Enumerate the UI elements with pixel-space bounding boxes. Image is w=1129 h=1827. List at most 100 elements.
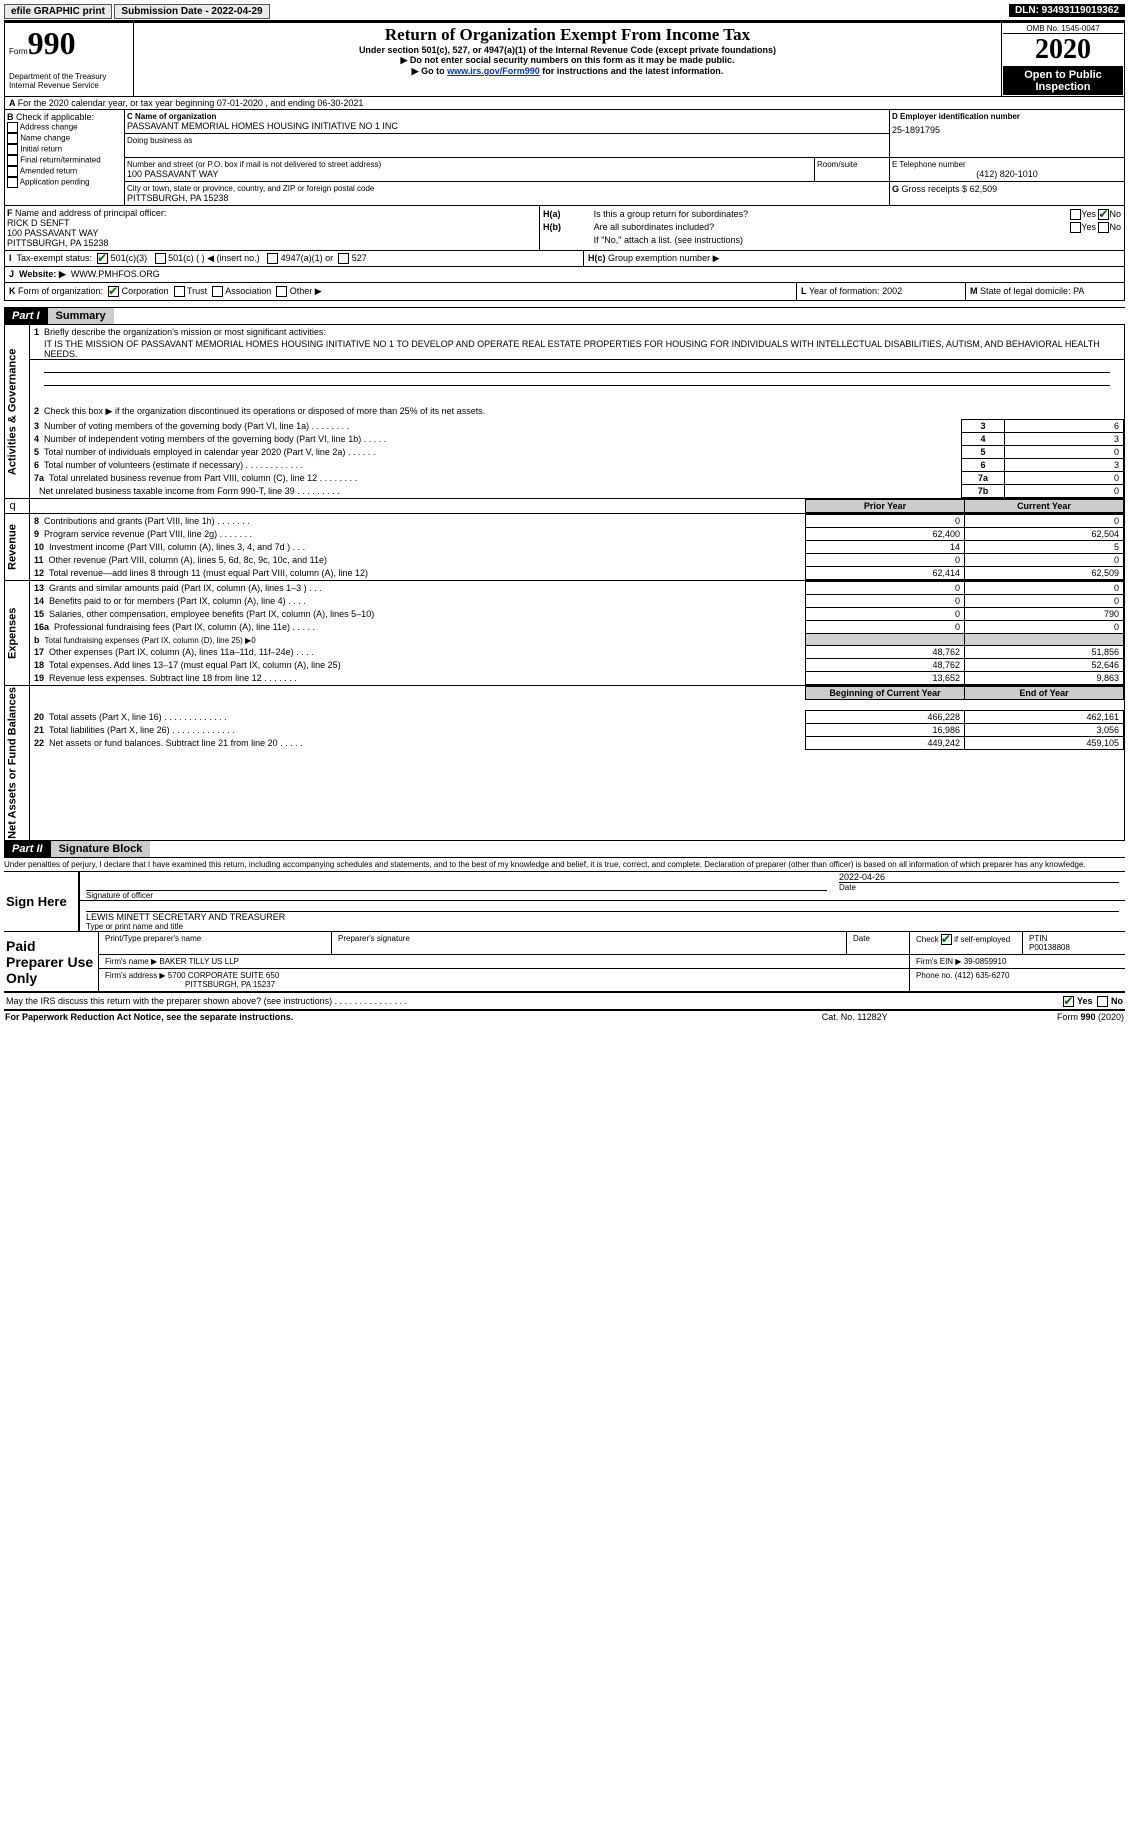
open-public: Open to Public — [1003, 69, 1123, 81]
val-7b: 0 — [1005, 485, 1124, 498]
paid-preparer-block: Paid Preparer Use Only Print/Type prepar… — [4, 932, 1125, 993]
curr-22: 459,105 — [965, 737, 1124, 750]
curr-b — [965, 634, 1124, 646]
prior-12: 62,414 — [806, 567, 965, 580]
curr-10: 5 — [965, 541, 1124, 554]
curr-13: 0 — [965, 582, 1124, 595]
side-expenses: Expenses — [5, 581, 30, 686]
501c-checkbox[interactable] — [155, 253, 166, 264]
form-word: Form — [9, 47, 28, 56]
prior-18: 48,762 — [806, 659, 965, 672]
firm-name: BAKER TILLY US LLP — [159, 957, 239, 966]
527-checkbox[interactable] — [338, 253, 349, 264]
curr-9: 62,504 — [965, 528, 1124, 541]
501c3-checkbox[interactable] — [97, 253, 108, 264]
other-checkbox[interactable] — [276, 286, 287, 297]
4947-checkbox[interactable] — [267, 253, 278, 264]
cat-no: Cat. No. 11282Y — [766, 1011, 944, 1023]
info-block: B Check if applicable: Address change Na… — [4, 110, 1125, 206]
ij-block: I Tax-exempt status: 501(c)(3) 501(c) ( … — [4, 251, 1125, 283]
side-governance: Activities & Governance — [5, 325, 30, 499]
b-checkbox-2[interactable] — [7, 144, 18, 155]
efile-print-button[interactable]: efile GRAPHIC print — [4, 4, 112, 19]
gross-receipts: 62,509 — [970, 184, 998, 194]
hb-no-checkbox[interactable] — [1098, 222, 1109, 233]
firm-phone: (412) 635-6270 — [955, 971, 1010, 980]
end-year-header: End of Year — [965, 687, 1124, 700]
firm-addr1: 5700 CORPORATE SUITE 650 — [168, 971, 279, 980]
curr-20: 462,161 — [965, 711, 1124, 724]
part2-title: Signature Block — [51, 841, 151, 857]
footer: For Paperwork Reduction Act Notice, see … — [4, 1011, 1125, 1023]
firm-ein: 39-0859910 — [964, 957, 1007, 966]
curr-18: 52,646 — [965, 659, 1124, 672]
prior-15: 0 — [806, 608, 965, 621]
city-state-zip: PITTSBURGH, PA 15238 — [127, 193, 887, 203]
fh-block: F Name and address of principal officer:… — [4, 206, 1125, 251]
form-title: Return of Organization Exempt From Incom… — [136, 25, 999, 45]
inspection: Inspection — [1003, 81, 1123, 93]
curr-21: 3,056 — [965, 724, 1124, 737]
ptin: P00138808 — [1029, 943, 1070, 952]
ha-yes-checkbox[interactable] — [1070, 209, 1081, 220]
top-bar: efile GRAPHIC print Submission Date - 20… — [4, 4, 1125, 22]
prior-10: 14 — [806, 541, 965, 554]
side-net-assets: Net Assets or Fund Balances — [5, 686, 30, 841]
begin-year-header: Beginning of Current Year — [806, 687, 965, 700]
discuss-no-checkbox[interactable] — [1097, 996, 1108, 1007]
box-4: 4 — [962, 433, 1005, 446]
curr-8: 0 — [965, 515, 1124, 528]
officer-printed-name: LEWIS MINETT SECRETARY AND TREASURER — [86, 912, 285, 922]
side-b-spacer: b — [5, 499, 30, 514]
org-name: PASSAVANT MEMORIAL HOMES HOUSING INITIAT… — [127, 121, 887, 131]
prior-8: 0 — [806, 515, 965, 528]
val-7a: 0 — [1005, 472, 1124, 485]
period-line: A For the 2020 calendar year, or tax yea… — [4, 97, 1125, 110]
b-checkbox-3[interactable] — [7, 155, 18, 166]
form-subtitle: Under section 501(c), 527, or 4947(a)(1)… — [136, 45, 999, 55]
trust-checkbox[interactable] — [174, 286, 185, 297]
box-7b: 7b — [962, 485, 1005, 498]
website: WWW.PMHFOS.ORG — [71, 269, 160, 279]
box-3: 3 — [962, 420, 1005, 433]
b-checkbox-1[interactable] — [7, 133, 18, 144]
form-number: 990 — [28, 25, 76, 61]
hb-yes-checkbox[interactable] — [1070, 222, 1081, 233]
part1-header-row: Part ISummary — [4, 307, 1125, 324]
ha-no-checkbox[interactable] — [1098, 209, 1109, 220]
prior-22: 449,242 — [806, 737, 965, 750]
curr-16a: 0 — [965, 621, 1124, 634]
prior-b — [806, 634, 965, 646]
dln: DLN: 93493119019362 — [1009, 4, 1125, 17]
officer-addr2: PITTSBURGH, PA 15238 — [7, 238, 108, 248]
b-checkbox-0[interactable] — [7, 122, 18, 133]
current-year-header: Current Year — [965, 500, 1124, 513]
discuss-yes-checkbox[interactable] — [1063, 996, 1074, 1007]
department: Department of the Treasury — [9, 72, 129, 81]
discuss-line: May the IRS discuss this return with the… — [4, 993, 1125, 1011]
b-checkbox-4[interactable] — [7, 166, 18, 177]
val-4: 3 — [1005, 433, 1124, 446]
part1-title: Summary — [48, 308, 114, 324]
val-6: 3 — [1005, 459, 1124, 472]
prior-13: 0 — [806, 582, 965, 595]
side-revenue: Revenue — [5, 514, 30, 581]
year-formed: 2002 — [882, 286, 902, 296]
curr-11: 0 — [965, 554, 1124, 567]
sign-date: 2022-04-26 — [839, 872, 1119, 882]
assoc-checkbox[interactable] — [212, 286, 223, 297]
paid-preparer-label: Paid Preparer Use Only — [4, 932, 99, 992]
telephone: (412) 820-1010 — [892, 169, 1122, 179]
prior-year-header: Prior Year — [806, 500, 965, 513]
b-checkbox-5[interactable] — [7, 177, 18, 188]
sign-here-label: Sign Here — [4, 872, 78, 932]
prior-21: 16,986 — [806, 724, 965, 737]
instructions-link[interactable]: www.irs.gov/Form990 — [447, 66, 540, 76]
prior-19: 13,652 — [806, 672, 965, 685]
mission-statement: IT IS THE MISSION OF PASSAVANT MEMORIAL … — [30, 339, 1124, 360]
prior-9: 62,400 — [806, 528, 965, 541]
corp-checkbox[interactable] — [108, 286, 119, 297]
declaration: Under penalties of perjury, I declare th… — [4, 857, 1125, 871]
self-employed-checkbox[interactable] — [941, 934, 952, 945]
part1-header: Part I — [4, 308, 48, 324]
